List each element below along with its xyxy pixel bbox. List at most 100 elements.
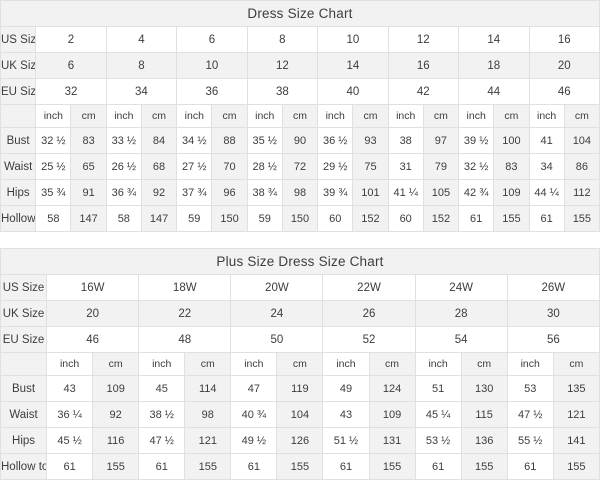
hips-cm-cell: 126 (276, 427, 324, 454)
eu-size-cell: 46 (46, 326, 140, 353)
waist-cm-cell: 109 (368, 401, 416, 428)
waist-inch-cell: 28 ½ (246, 153, 283, 180)
us-size-cell: 22W (322, 274, 416, 301)
hollow-cm-cell: 150 (281, 205, 319, 232)
hollow-inch-cell: 61 (458, 205, 495, 232)
unit-header-inch: inch (35, 104, 72, 128)
unit-header-inch: inch (317, 104, 354, 128)
unit-header-cm: cm (368, 352, 416, 376)
waist-cm-cell: 65 (70, 153, 107, 180)
eu-size-row: EU Size 32 34 36 38 40 42 44 46 (0, 78, 600, 105)
bust-inch-cell: 34 ½ (176, 127, 213, 154)
row-label-hollow-to-floor: Hollow to Floor (0, 453, 48, 480)
row-label-eu-size: EU Size (0, 78, 37, 105)
hips-inch-cell: 36 ¾ (105, 179, 142, 206)
hollow-inch-cell: 58 (105, 205, 142, 232)
dress-size-chart-table: Dress Size Chart US Size 2 4 6 8 10 12 1… (0, 0, 600, 232)
bust-cm-cell: 130 (460, 375, 508, 402)
waist-cm-cell: 86 (563, 153, 600, 180)
hips-row: Hips 45 ½ 116 47 ½ 121 49 ½ 126 51 ½ 131… (0, 427, 600, 454)
eu-size-cell: 54 (414, 326, 508, 353)
unit-header-row: inch cm inch cm inch cm inch cm inch cm … (0, 104, 600, 128)
eu-size-cell: 36 (176, 78, 248, 105)
us-size-cell: 4 (105, 26, 178, 53)
bust-cm-cell: 104 (563, 127, 600, 154)
chart-title-row: Plus Size Dress Size Chart (0, 248, 600, 275)
unit-header-cm: cm (281, 104, 319, 128)
row-label-hollow-to-floor: Hollow to Floor (0, 205, 37, 232)
waist-inch-cell: 47 ½ (506, 401, 554, 428)
hollow-cm-cell: 155 (493, 205, 530, 232)
hollow-to-floor-row: Hollow to Floor 58 147 58 147 59 150 59 … (0, 205, 600, 232)
unit-header-inch: inch (46, 352, 94, 376)
waist-cm-cell: 75 (352, 153, 389, 180)
bust-cm-cell: 124 (368, 375, 416, 402)
unit-row-blank-label (0, 104, 37, 128)
bust-cm-cell: 84 (140, 127, 178, 154)
hollow-inch-cell: 59 (246, 205, 283, 232)
hollow-cm-cell: 155 (184, 453, 232, 480)
us-size-cell: 10 (317, 26, 389, 53)
plus-size-dress-size-chart-table: Plus Size Dress Size Chart US Size 16W 1… (0, 248, 600, 480)
hips-cm-cell: 116 (92, 427, 140, 454)
us-size-cell: 26W (506, 274, 600, 301)
hips-inch-cell: 44 ¼ (528, 179, 565, 206)
hips-inch-cell: 35 ¾ (35, 179, 72, 206)
hips-inch-cell: 55 ½ (506, 427, 554, 454)
waist-inch-cell: 27 ½ (176, 153, 213, 180)
bust-inch-cell: 43 (46, 375, 94, 402)
table-separator-gap (0, 232, 600, 248)
bust-cm-cell: 97 (422, 127, 460, 154)
hollow-cm-cell: 155 (92, 453, 140, 480)
row-label-uk-size: UK Size (0, 52, 37, 79)
uk-size-row: UK Size 20 22 24 26 28 30 (0, 300, 600, 327)
waist-inch-cell: 29 ½ (317, 153, 354, 180)
waist-inch-cell: 36 ¼ (46, 401, 94, 428)
unit-header-cm: cm (552, 352, 600, 376)
unit-header-cm: cm (184, 352, 232, 376)
hips-inch-cell: 38 ¾ (246, 179, 283, 206)
waist-inch-cell: 25 ½ (35, 153, 72, 180)
waist-row: Waist 36 ¼ 92 38 ½ 98 40 ¾ 104 43 109 45… (0, 401, 600, 428)
hollow-to-floor-row: Hollow to Floor 61 155 61 155 61 155 61 … (0, 453, 600, 480)
waist-cm-cell: 83 (493, 153, 530, 180)
us-size-cell: 24W (414, 274, 508, 301)
eu-size-cell: 42 (387, 78, 460, 105)
hips-cm-cell: 91 (70, 179, 107, 206)
unit-header-cm: cm (276, 352, 324, 376)
bust-inch-cell: 32 ½ (35, 127, 72, 154)
unit-header-inch: inch (528, 104, 565, 128)
hips-inch-cell: 41 ¼ (387, 179, 424, 206)
hollow-cm-cell: 152 (352, 205, 389, 232)
unit-header-inch: inch (414, 352, 462, 376)
hips-inch-cell: 45 ½ (46, 427, 94, 454)
us-size-cell: 14 (458, 26, 530, 53)
eu-size-cell: 46 (528, 78, 600, 105)
uk-size-cell: 30 (506, 300, 600, 327)
eu-size-cell: 40 (317, 78, 389, 105)
unit-header-cm: cm (140, 104, 178, 128)
hollow-cm-cell: 155 (460, 453, 508, 480)
row-label-us-size: US Size (0, 26, 37, 53)
hollow-inch-cell: 61 (46, 453, 94, 480)
hollow-cm-cell: 155 (276, 453, 324, 480)
hips-cm-cell: 141 (552, 427, 600, 454)
unit-header-cm: cm (70, 104, 107, 128)
waist-cm-cell: 72 (281, 153, 319, 180)
unit-header-inch: inch (138, 352, 186, 376)
hollow-inch-cell: 60 (317, 205, 354, 232)
hollow-inch-cell: 60 (387, 205, 424, 232)
row-label-uk-size: UK Size (0, 300, 48, 327)
unit-header-inch: inch (176, 104, 213, 128)
hips-inch-cell: 51 ½ (322, 427, 370, 454)
uk-size-cell: 6 (35, 52, 107, 79)
row-label-eu-size: EU Size (0, 326, 48, 353)
eu-size-cell: 56 (506, 326, 600, 353)
us-size-cell: 18W (138, 274, 232, 301)
hollow-cm-cell: 147 (70, 205, 107, 232)
hips-inch-cell: 49 ½ (230, 427, 278, 454)
hollow-cm-cell: 155 (552, 453, 600, 480)
hips-cm-cell: 96 (211, 179, 248, 206)
eu-size-cell: 32 (35, 78, 107, 105)
hips-cm-cell: 109 (493, 179, 530, 206)
